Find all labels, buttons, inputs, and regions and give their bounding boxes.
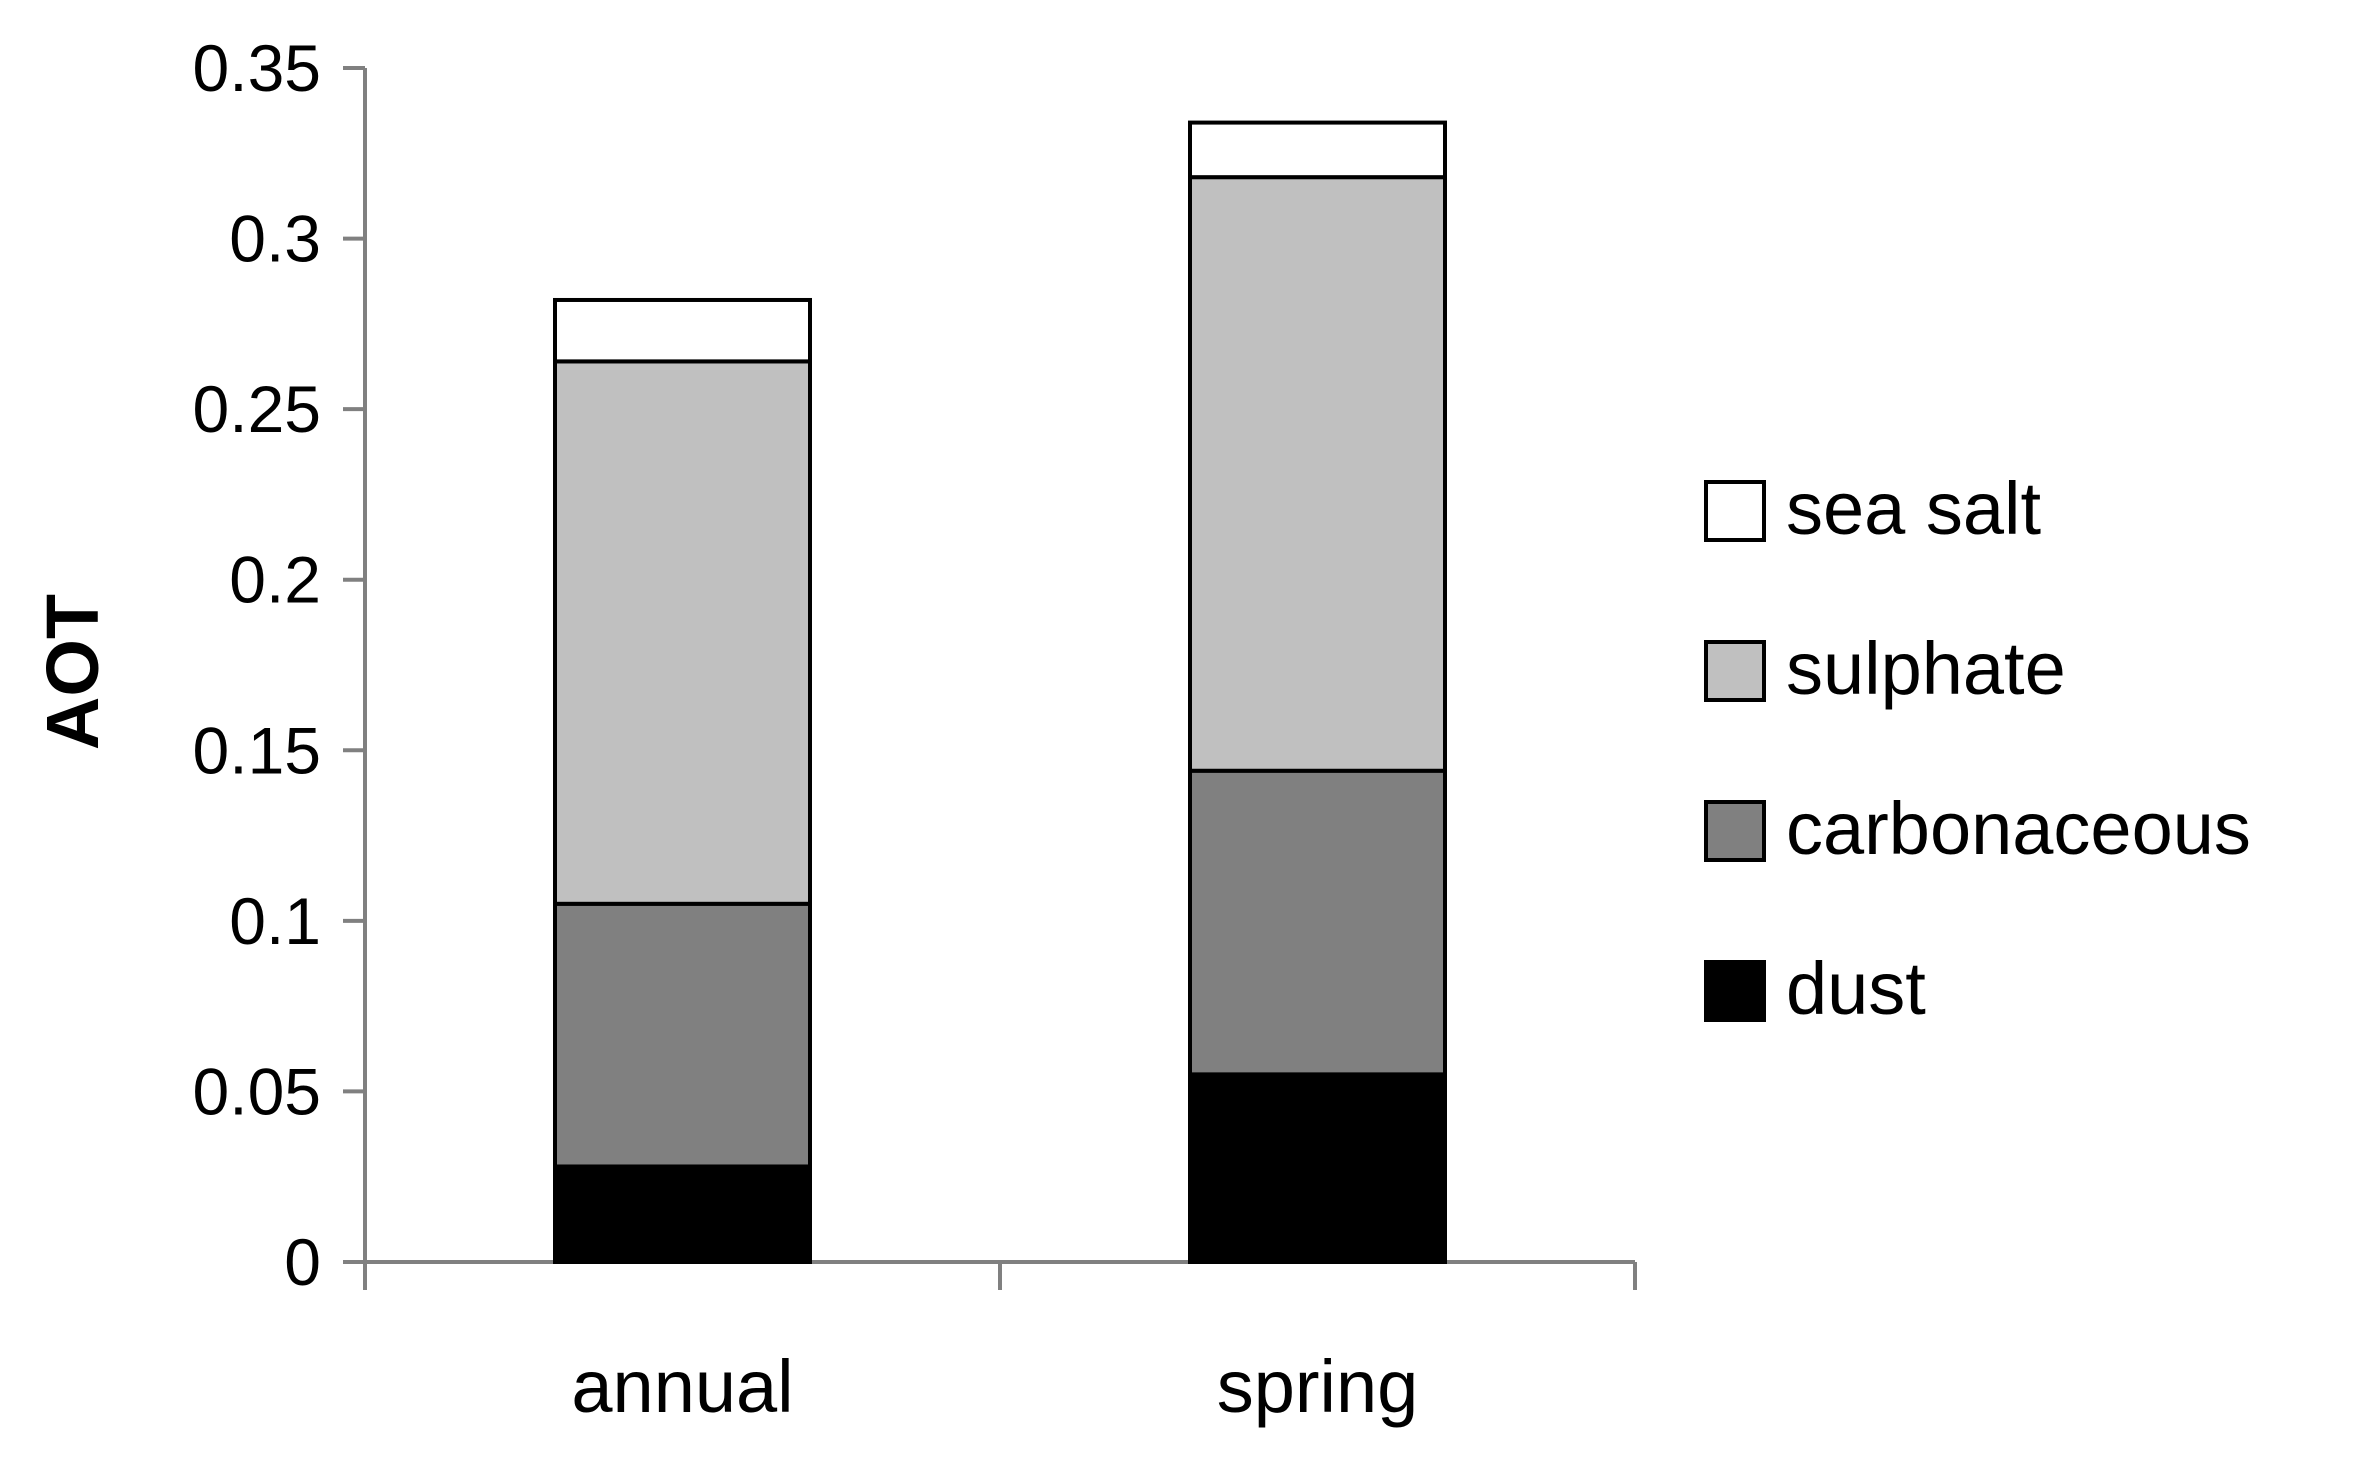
bar-segment-dust-annual — [553, 1164, 812, 1264]
legend-label-sea-salt: sea salt — [1786, 467, 2041, 550]
tick-labels: 0 0.05 0.1 0.15 0.2 0.25 0.3 0.35 annual spring — [193, 31, 1419, 1428]
bar-segment-sea-salt-spring — [1188, 120, 1447, 180]
legend-swatch-dust — [1704, 960, 1766, 1022]
y-axis-title: AOT — [31, 594, 114, 750]
y-tick-label: 0.1 — [229, 884, 321, 958]
bar-segment-carbonaceous-spring — [1188, 768, 1447, 1077]
legend-swatch-carbonaceous — [1704, 800, 1766, 862]
legend-label-carbonaceous: carbonaceous — [1786, 787, 2251, 870]
y-tick-label: 0.05 — [193, 1054, 321, 1128]
x-tick-label: annual — [571, 1345, 793, 1428]
x-tick-label: spring — [1217, 1345, 1419, 1428]
bar-segment-dust-spring — [1188, 1072, 1447, 1265]
y-tick-label: 0.3 — [229, 202, 321, 276]
y-tick-label: 0.2 — [229, 543, 321, 617]
bar-segment-sea-salt-annual — [553, 297, 812, 364]
bars — [553, 120, 1447, 1265]
y-tick-label: 0.15 — [193, 713, 321, 787]
bar-segment-carbonaceous-annual — [553, 901, 812, 1169]
y-tick-label: 0.35 — [193, 31, 321, 105]
legend: sea salt sulphate carbonaceous dust — [1704, 467, 2251, 1030]
legend-swatch-sulphate — [1704, 640, 1766, 702]
legend-label-dust: dust — [1786, 947, 1926, 1030]
legend-label-sulphate: sulphate — [1786, 627, 2066, 710]
bar-segment-sulphate-annual — [553, 359, 812, 906]
bar-segment-sulphate-spring — [1188, 175, 1447, 773]
legend-swatch-sea-salt — [1704, 480, 1766, 542]
y-tick-label: 0.25 — [193, 372, 321, 446]
y-tick-label: 0 — [284, 1225, 321, 1299]
